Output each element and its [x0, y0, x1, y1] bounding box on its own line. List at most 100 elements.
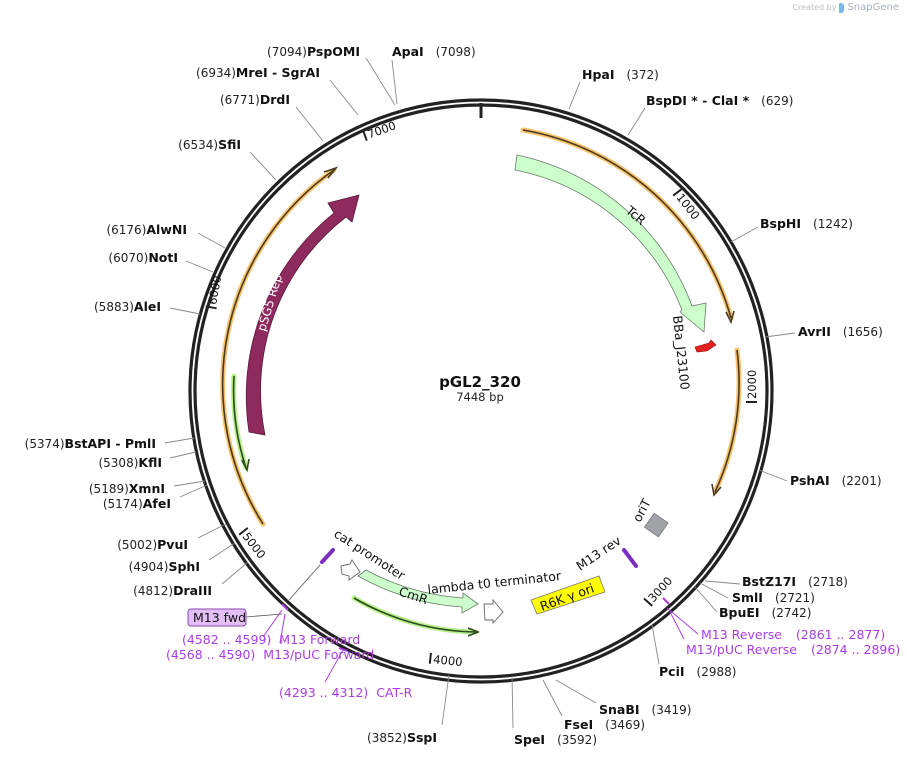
- enzyme-site[interactable]: (3852)SspI: [367, 674, 450, 745]
- tick-label: 6000: [205, 274, 224, 305]
- enzyme-label: (3852)SspI: [367, 730, 437, 745]
- enzyme-site[interactable]: SpeI (3592): [511, 675, 597, 747]
- plasmid-name: pGL2_320: [439, 373, 521, 391]
- enzyme-label: (7094)PspOMI: [267, 44, 360, 59]
- enzyme-site[interactable]: (5174)AfeI: [103, 484, 208, 511]
- enzyme-site[interactable]: (5189)XmnI: [89, 480, 206, 496]
- enzyme-name: DrdI: [260, 92, 290, 107]
- primer-name: M13/pUC Forward: [263, 647, 374, 662]
- primer-range: (2861 .. 2877): [796, 627, 885, 642]
- enzyme-site[interactable]: (5374)BstAPI - PmlI: [25, 436, 195, 451]
- enzyme-site[interactable]: SnaBI (3419): [555, 679, 691, 717]
- enzyme-name: NotI: [148, 250, 178, 265]
- tick-label: 2000: [745, 370, 759, 399]
- primer-site[interactable]: (4568 .. 4590) M13/pUC Forward: [166, 613, 374, 662]
- primer-site[interactable]: M13 Reverse (2861 .. 2877): [666, 607, 885, 642]
- cmr-label: CmR: [397, 584, 430, 608]
- primer-site[interactable]: (4293 .. 4312) CAT-R: [279, 649, 413, 700]
- feature-lambda-t0-terminator[interactable]: lambda t0 terminator: [427, 568, 563, 625]
- primer-name: CAT-R: [376, 685, 412, 700]
- enzyme-leader-line: [699, 582, 729, 599]
- enzyme-position: (4904): [129, 560, 169, 574]
- enzyme-site[interactable]: BspHI (1242): [730, 216, 853, 243]
- enzyme-site[interactable]: ApaI (7098): [391, 44, 476, 105]
- enzyme-leader-line: [694, 586, 718, 613]
- enzyme-site[interactable]: (6771)DrdI: [220, 92, 324, 142]
- credit-prefix: Created by: [792, 3, 837, 12]
- primer-site[interactable]: M13/pUC Reverse (2874 .. 2896): [669, 611, 900, 657]
- enzyme-name: BstAPI - PmlI: [65, 436, 156, 451]
- enzyme-position: (6534): [178, 138, 218, 152]
- enzyme-position: (3469): [605, 718, 645, 732]
- enzyme-leader-line: [169, 451, 197, 459]
- enzyme-site[interactable]: BstZ17I (2718): [704, 574, 848, 589]
- enzyme-position: (5189): [89, 482, 129, 496]
- feature-bba-j23100[interactable]: BBa_J23100: [670, 315, 717, 391]
- enzyme-leader-line: [651, 624, 660, 665]
- enzyme-site[interactable]: HpaI (372): [568, 67, 659, 110]
- primer-box-m13-fwd[interactable]: M13 fwd: [187, 608, 283, 627]
- enzyme-site[interactable]: (4904)SphI: [129, 542, 236, 574]
- enzyme-label: SnaBI (3419): [599, 702, 691, 717]
- enzyme-label: (4812)DraIII: [133, 583, 212, 598]
- primer-label: (4568 .. 4590) M13/pUC Forward: [166, 647, 374, 662]
- enzyme-site[interactable]: (6934)MreI - SgrAI: [196, 65, 359, 116]
- enzyme-position: (1242): [813, 217, 853, 231]
- enzyme-name: SspI: [407, 730, 437, 745]
- enzyme-position: (6176): [106, 223, 146, 237]
- enzyme-leader-line: [758, 469, 788, 482]
- enzyme-name: BpuEI: [719, 605, 760, 620]
- feature-m13-fwd[interactable]: [288, 548, 335, 601]
- primer-site[interactable]: (4582 .. 4599) M13 Forward: [182, 609, 360, 647]
- enzyme-leader-line: [329, 79, 359, 116]
- enzyme-label: (6534)SfiI: [178, 137, 241, 152]
- enzyme-site[interactable]: (5308)KflI: [98, 451, 197, 470]
- enzyme-site[interactable]: (7094)PspOMI: [267, 44, 396, 106]
- enzyme-site[interactable]: PshAI (2201): [758, 469, 882, 488]
- primer-name: M13 Forward: [279, 632, 360, 647]
- enzyme-label: PshAI (2201): [790, 473, 882, 488]
- enzyme-site[interactable]: BspDI * - ClaI * (629): [627, 93, 793, 136]
- enzyme-name: SmlI: [732, 590, 763, 605]
- enzyme-name: ApaI: [392, 44, 424, 59]
- enzyme-site[interactable]: (5883)AleI: [94, 299, 201, 315]
- enzyme-name: AfeI: [143, 496, 171, 511]
- enzyme-position: (2721): [775, 591, 815, 605]
- enzyme-name: PvuI: [157, 537, 188, 552]
- enzyme-name: HpaI: [582, 67, 615, 82]
- enzyme-position: (7098): [436, 45, 476, 59]
- enzyme-leader-line: [555, 679, 597, 704]
- enzyme-site[interactable]: SmlI (2721): [699, 582, 815, 605]
- enzyme-site[interactable]: (6070)NotI: [108, 250, 214, 273]
- enzyme-name: MreI - SgrAI: [236, 65, 320, 80]
- backbone: [188, 98, 774, 684]
- enzyme-label: (4904)SphI: [129, 559, 200, 574]
- enzyme-label: PciI (2988): [659, 664, 736, 679]
- feature-m13-rev[interactable]: M13 rev: [573, 532, 638, 573]
- enzyme-site[interactable]: (4812)DraIII: [133, 561, 249, 598]
- enzyme-position: (6070): [108, 251, 148, 265]
- enzyme-site[interactable]: (6534)SfiI: [178, 137, 277, 181]
- enzyme-site[interactable]: FseI (3469): [542, 679, 645, 732]
- primer-leader-line: [324, 649, 344, 683]
- primer-name: M13/pUC Reverse: [686, 642, 797, 657]
- enzyme-site[interactable]: BpuEI (2742): [694, 586, 811, 620]
- tick-label: 3000: [645, 574, 675, 605]
- feature-psg5-rep[interactable]: pSG5 Rep: [245, 194, 360, 436]
- enzyme-label: BstZ17I (2718): [742, 574, 848, 589]
- tick-2000: 2000: [745, 370, 759, 403]
- enzyme-label: (5002)PvuI: [117, 537, 188, 552]
- primer-leader-line: [666, 607, 699, 635]
- enzyme-name: DraIII: [173, 583, 212, 598]
- enzyme-label: (5189)XmnI: [89, 481, 165, 496]
- enzyme-site[interactable]: (6176)AlwNI: [106, 222, 226, 249]
- enzyme-label: SpeI (3592): [514, 732, 597, 747]
- primer-range: (4293 .. 4312): [279, 685, 368, 700]
- feature-orit[interactable]: oriT: [629, 496, 669, 538]
- enzyme-site[interactable]: AvrII (1656): [764, 324, 883, 339]
- enzyme-site[interactable]: (5002)PvuI: [117, 523, 227, 552]
- enzyme-name: BstZ17I: [742, 574, 796, 589]
- enzyme-label: (6070)NotI: [108, 250, 178, 265]
- enzyme-label: SmlI (2721): [732, 590, 815, 605]
- enzyme-site[interactable]: PciI (2988): [651, 624, 736, 679]
